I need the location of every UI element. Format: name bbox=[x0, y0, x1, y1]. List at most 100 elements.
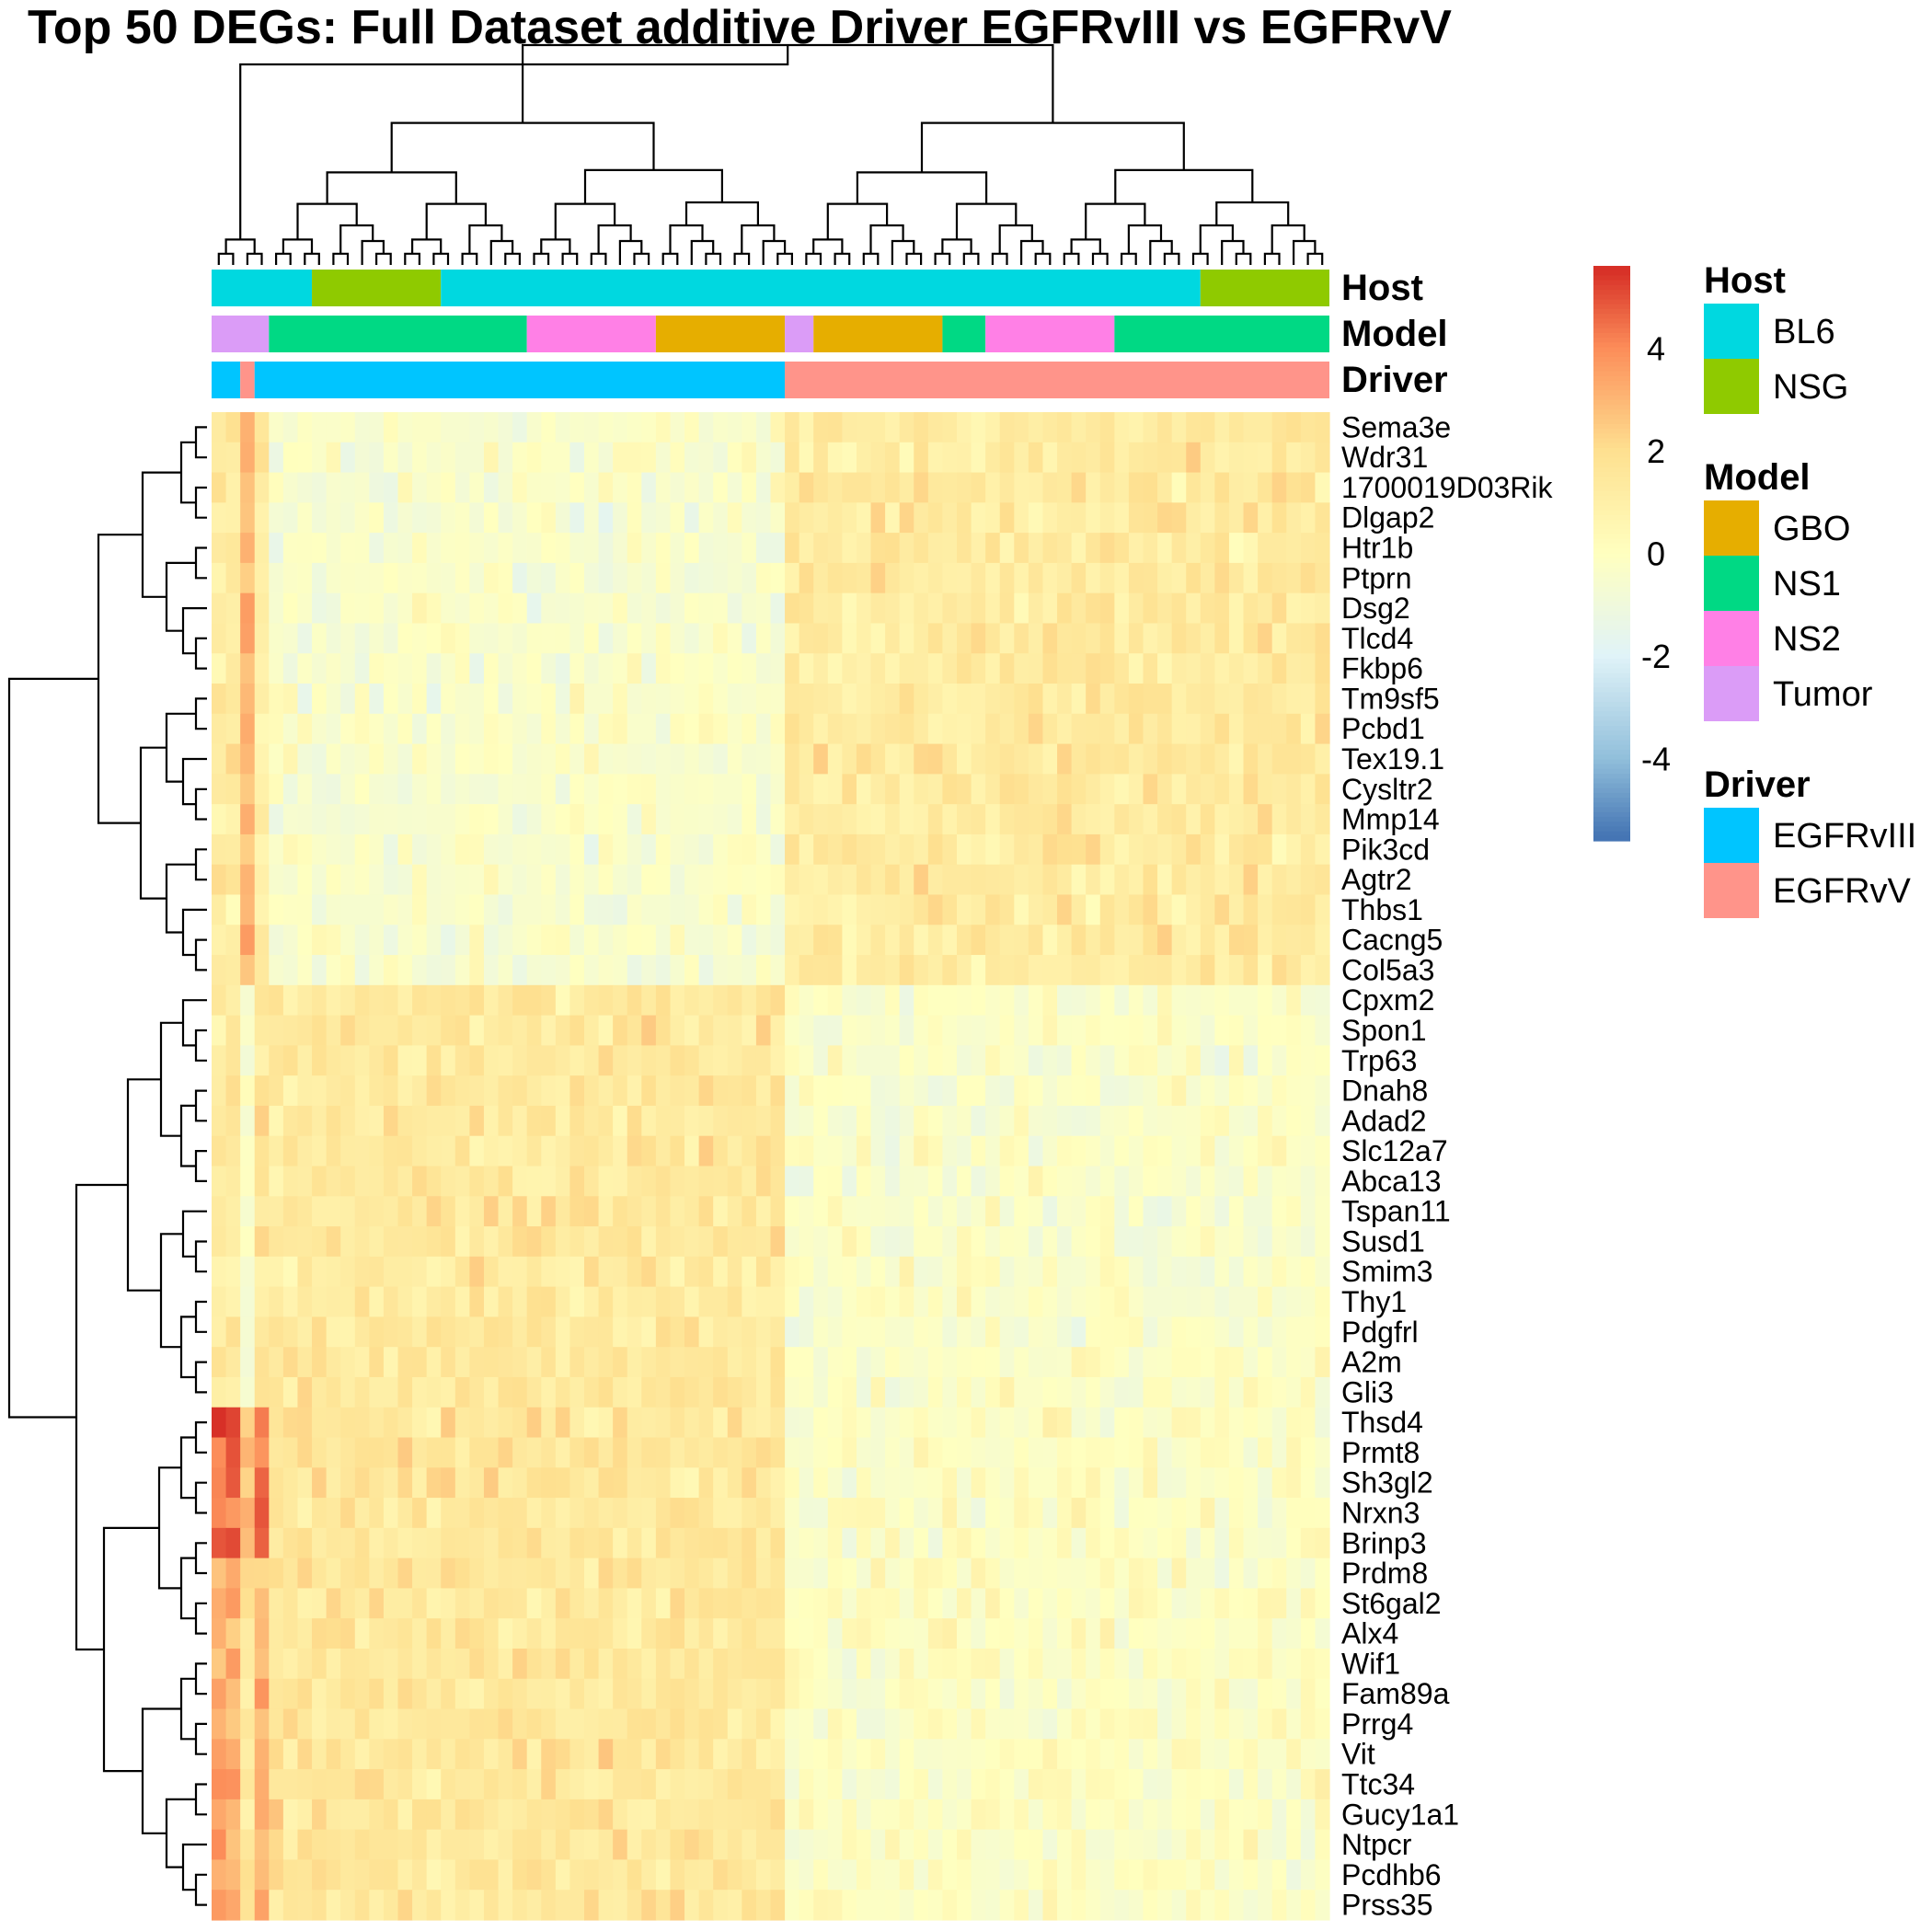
heatmap-cell bbox=[1214, 1105, 1230, 1137]
heatmap-cell bbox=[441, 472, 456, 503]
heatmap-cell bbox=[727, 1618, 742, 1649]
heatmap-cell bbox=[698, 1708, 714, 1740]
heatmap-cell bbox=[1128, 1347, 1144, 1378]
heatmap-cell bbox=[770, 804, 786, 835]
heatmap-cell bbox=[541, 955, 557, 986]
heatmap-cell bbox=[412, 1045, 428, 1076]
color-scale-swatch bbox=[1593, 438, 1630, 444]
heatmap-cell bbox=[483, 1347, 500, 1378]
heatmap-cell bbox=[942, 955, 958, 986]
heatmap-cell bbox=[1086, 1166, 1101, 1197]
heatmap-cell bbox=[526, 1527, 542, 1559]
heatmap-cell bbox=[842, 1859, 857, 1891]
heatmap-cell bbox=[670, 1407, 685, 1439]
heatmap-cell bbox=[827, 1256, 843, 1288]
heatmap-cell bbox=[383, 1557, 399, 1590]
heatmap-cell bbox=[1171, 1045, 1187, 1076]
heatmap-cell bbox=[727, 1196, 742, 1227]
heatmap-cell bbox=[1057, 1045, 1073, 1076]
heatmap-cell bbox=[383, 1316, 399, 1348]
heatmap-cell bbox=[856, 1166, 872, 1197]
heatmap-cell bbox=[1014, 1890, 1029, 1921]
heatmap-cell bbox=[512, 1045, 528, 1076]
heatmap-cell bbox=[899, 1739, 914, 1770]
heatmap-cell bbox=[1157, 684, 1173, 715]
color-scale-swatch bbox=[1593, 811, 1630, 818]
heatmap-cell bbox=[1099, 774, 1115, 805]
heatmap-cell bbox=[914, 894, 929, 925]
heatmap-cell bbox=[1128, 1708, 1144, 1740]
heatmap-cell bbox=[1157, 1286, 1173, 1317]
heatmap-cell bbox=[799, 864, 814, 896]
heatmap-cell bbox=[584, 1437, 600, 1468]
heatmap-cell bbox=[526, 1286, 542, 1317]
heatmap-cell bbox=[727, 1557, 742, 1590]
heatmap-cell bbox=[627, 1105, 642, 1137]
heatmap-cell bbox=[426, 1376, 442, 1408]
heatmap-cell bbox=[942, 442, 958, 474]
heatmap-cell bbox=[742, 1256, 757, 1288]
heatmap-cell bbox=[326, 984, 341, 1017]
heatmap-cell bbox=[999, 804, 1015, 835]
heatmap-cell bbox=[469, 592, 485, 625]
heatmap-cell bbox=[742, 1890, 757, 1921]
heatmap-cell bbox=[1014, 1286, 1029, 1317]
heatmap-cell bbox=[1114, 894, 1130, 925]
heatmap-cell bbox=[971, 1407, 986, 1439]
heatmap-cell bbox=[799, 1347, 814, 1378]
heatmap-cell bbox=[225, 412, 241, 443]
heatmap-cell bbox=[785, 1648, 800, 1680]
heatmap-cell bbox=[269, 833, 284, 866]
color-scale-swatch bbox=[1593, 635, 1630, 640]
color-scale-tick: 2 bbox=[1647, 432, 1665, 470]
heatmap-cell bbox=[1071, 713, 1087, 745]
heatmap-cell bbox=[1228, 1588, 1245, 1619]
heatmap-cell bbox=[469, 955, 485, 986]
heatmap-cell bbox=[555, 1075, 571, 1107]
heatmap-cell bbox=[870, 1437, 886, 1468]
heatmap-cell bbox=[541, 1829, 557, 1861]
heatmap-cell bbox=[1057, 1739, 1073, 1770]
heatmap-cell bbox=[1200, 502, 1215, 534]
heatmap-cell bbox=[1171, 1859, 1187, 1891]
heatmap-cell bbox=[354, 955, 370, 986]
heatmap-cell bbox=[842, 1347, 857, 1378]
heatmap-cell bbox=[813, 623, 829, 654]
heatmap-cell bbox=[412, 833, 428, 866]
heatmap-cell bbox=[383, 502, 399, 534]
heatmap-cell bbox=[1315, 412, 1330, 443]
heatmap-cell bbox=[212, 1557, 227, 1590]
heatmap-cell bbox=[1028, 1467, 1044, 1499]
heatmap-cell bbox=[282, 743, 299, 775]
heatmap-cell bbox=[598, 1256, 614, 1288]
heatmap-cell bbox=[598, 1347, 614, 1378]
heatmap-cell bbox=[441, 1498, 456, 1529]
heatmap-cell bbox=[641, 894, 657, 925]
heatmap-cell bbox=[1128, 1557, 1144, 1590]
heatmap-cell bbox=[742, 1498, 757, 1529]
heatmap-cell bbox=[1286, 1859, 1302, 1891]
heatmap-cell bbox=[1014, 562, 1029, 594]
heatmap-cell bbox=[1171, 472, 1187, 503]
heatmap-cell bbox=[297, 1045, 313, 1076]
heatmap-cell bbox=[369, 684, 385, 715]
heatmap-cell bbox=[1071, 925, 1087, 956]
heatmap-cell bbox=[326, 562, 341, 594]
heatmap-cell bbox=[885, 1588, 901, 1619]
heatmap-cell bbox=[985, 713, 1001, 745]
heatmap-cell bbox=[297, 684, 313, 715]
heatmap-cell bbox=[454, 774, 470, 805]
heatmap-cell bbox=[1258, 955, 1273, 986]
heatmap-cell bbox=[584, 1347, 600, 1378]
heatmap-cell bbox=[870, 774, 886, 805]
legend-label: EGFRvV bbox=[1773, 872, 1912, 911]
heatmap-cell bbox=[412, 1286, 428, 1317]
dendrogram-branch bbox=[1235, 252, 1252, 265]
heatmap-cell bbox=[1099, 1407, 1115, 1439]
heatmap-cell bbox=[641, 864, 657, 896]
heatmap-cell bbox=[1315, 1618, 1330, 1649]
heatmap-cell bbox=[212, 894, 227, 925]
heatmap-cell bbox=[1057, 1407, 1073, 1439]
heatmap-cell bbox=[326, 592, 341, 625]
heatmap-cell bbox=[927, 743, 944, 775]
